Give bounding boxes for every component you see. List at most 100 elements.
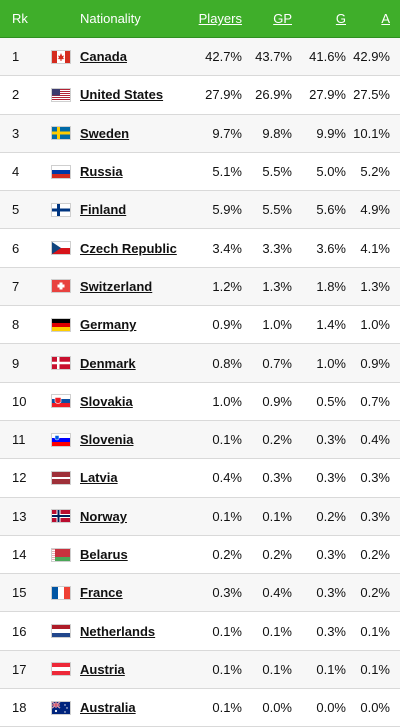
country-cell: Austria	[80, 662, 185, 677]
country-link[interactable]: France	[80, 585, 123, 601]
country-cell: Netherlands	[80, 624, 185, 639]
players-cell: 0.1%	[212, 432, 242, 448]
table-row: 11 Slovenia 0.1% 0.2% 0.3% 0.4%	[0, 420, 400, 460]
table-row: 6 Czech Republic 3.4% 3.3% 3.6% 4.1%	[0, 229, 400, 268]
country-link[interactable]: Russia	[80, 164, 123, 180]
switzerland-flag-icon	[42, 279, 80, 294]
country-link[interactable]: Sweden	[80, 125, 130, 141]
table-row: 10 Slovakia 1.0% 0.9% 0.5% 0.7%	[0, 382, 400, 421]
country-link[interactable]: Germany	[80, 317, 137, 333]
gp-cell: 5.5%	[262, 202, 292, 218]
usa-flag-icon	[42, 87, 80, 102]
country-cell: Germany	[80, 317, 185, 332]
players-cell: 1.0%	[212, 393, 242, 409]
country-link[interactable]: Latvia	[80, 470, 118, 486]
g-cell: 5.6%	[316, 202, 346, 218]
country-cell: Belarus	[80, 547, 185, 562]
players-cell: 0.1%	[212, 661, 242, 677]
country-link[interactable]: Australia	[80, 700, 136, 716]
players-cell: 0.2%	[212, 547, 242, 562]
gp-cell: 0.0%	[262, 700, 292, 716]
gp-cell: 0.2%	[262, 432, 292, 448]
a-cell: 4.1%	[360, 240, 390, 256]
country-cell: Czech Republic	[80, 241, 185, 256]
country-cell: Slovenia	[80, 432, 185, 447]
country-link[interactable]: Belarus	[80, 547, 128, 562]
players-cell: 0.1%	[212, 700, 242, 716]
rank-cell: 8	[12, 317, 20, 333]
country-cell: Finland	[80, 202, 185, 217]
gp-cell: 0.1%	[262, 623, 292, 639]
a-cell: 27.5%	[353, 87, 390, 103]
sweden-flag-icon	[42, 126, 80, 141]
table-row: 9 Denmark 0.8% 0.7% 1.0% 0.9%	[0, 344, 400, 383]
gp-cell: 0.1%	[262, 661, 292, 677]
players-cell: 1.2%	[212, 278, 242, 294]
country-link[interactable]: Finland	[80, 202, 127, 218]
rank-cell: 4	[12, 164, 20, 180]
header-gp-sort-link[interactable]: GP	[273, 11, 292, 26]
rank-cell: 2	[12, 87, 20, 103]
gp-cell: 26.9%	[255, 87, 292, 103]
g-cell: 5.0%	[316, 164, 346, 180]
rank-cell: 14	[12, 547, 27, 562]
country-link[interactable]: Switzerland	[80, 278, 153, 294]
rank-cell: 3	[12, 125, 20, 141]
table-header: Rk Nationality Players GP G A	[0, 0, 400, 38]
g-cell: 1.4%	[316, 317, 346, 333]
rank-cell: 11	[12, 432, 26, 448]
a-cell: 1.0%	[360, 317, 390, 333]
country-link[interactable]: Netherlands	[80, 623, 156, 639]
header-players-sort-link[interactable]: Players	[198, 11, 242, 26]
country-link[interactable]: Austria	[80, 661, 125, 677]
country-link[interactable]: Denmark	[80, 355, 136, 371]
header-rank: Rk	[12, 11, 28, 26]
g-cell: 3.6%	[316, 240, 346, 256]
a-cell: 0.2%	[360, 585, 390, 601]
gp-cell: 1.0%	[262, 317, 292, 333]
g-cell: 0.1%	[316, 661, 346, 677]
gp-cell: 3.3%	[262, 240, 292, 256]
rank-cell: 7	[12, 278, 20, 294]
g-cell: 0.3%	[316, 585, 346, 601]
country-link[interactable]: Slovakia	[80, 393, 133, 409]
players-cell: 0.9%	[212, 317, 242, 333]
slovakia-flag-icon	[42, 394, 80, 409]
a-cell: 10.1%	[353, 125, 390, 141]
rank-cell: 9	[12, 355, 20, 371]
country-link[interactable]: Norway	[80, 508, 127, 524]
rank-cell: 15	[12, 585, 27, 601]
players-cell: 5.9%	[212, 202, 242, 218]
gp-cell: 0.2%	[262, 547, 292, 562]
players-cell: 0.1%	[212, 623, 242, 639]
australia-flag-icon	[42, 700, 80, 715]
gp-cell: 0.9%	[262, 393, 292, 409]
norway-flag-icon	[42, 509, 80, 524]
rank-cell: 16	[12, 623, 27, 639]
gp-cell: 0.7%	[262, 355, 292, 371]
table-row: 15 France 0.3% 0.4% 0.3% 0.2%	[0, 574, 400, 613]
gp-cell: 9.8%	[262, 125, 292, 141]
country-link[interactable]: Canada	[80, 49, 127, 65]
players-cell: 5.1%	[212, 164, 242, 180]
czech-flag-icon	[42, 241, 80, 256]
country-link[interactable]: Slovenia	[80, 432, 134, 448]
russia-flag-icon	[42, 164, 80, 179]
header-a-sort-link[interactable]: A	[381, 11, 390, 26]
table-row: 8 Germany 0.9% 1.0% 1.4% 1.0%	[0, 306, 400, 345]
g-cell: 1.8%	[316, 278, 346, 294]
table-row: 14 Belarus 0.2% 0.2% 0.3% 0.2%	[0, 535, 400, 575]
country-link[interactable]: Czech Republic	[80, 240, 177, 256]
country-link[interactable]: United States	[80, 87, 164, 103]
finland-flag-icon	[42, 202, 80, 217]
table-row: 7 Switzerland 1.2% 1.3% 1.8% 1.3%	[0, 267, 400, 307]
rank-cell: 12	[12, 470, 27, 486]
rank-cell: 10	[12, 393, 27, 409]
rank-cell: 6	[12, 240, 20, 256]
header-nationality: Nationality	[80, 11, 141, 26]
header-g-sort-link[interactable]: G	[335, 11, 346, 26]
table-row: 1 Canada 42.7% 43.7% 41.6% 42.9%	[0, 38, 400, 77]
g-cell: 1.0%	[316, 355, 346, 371]
a-cell: 0.3%	[360, 508, 390, 524]
players-cell: 0.4%	[212, 470, 242, 486]
